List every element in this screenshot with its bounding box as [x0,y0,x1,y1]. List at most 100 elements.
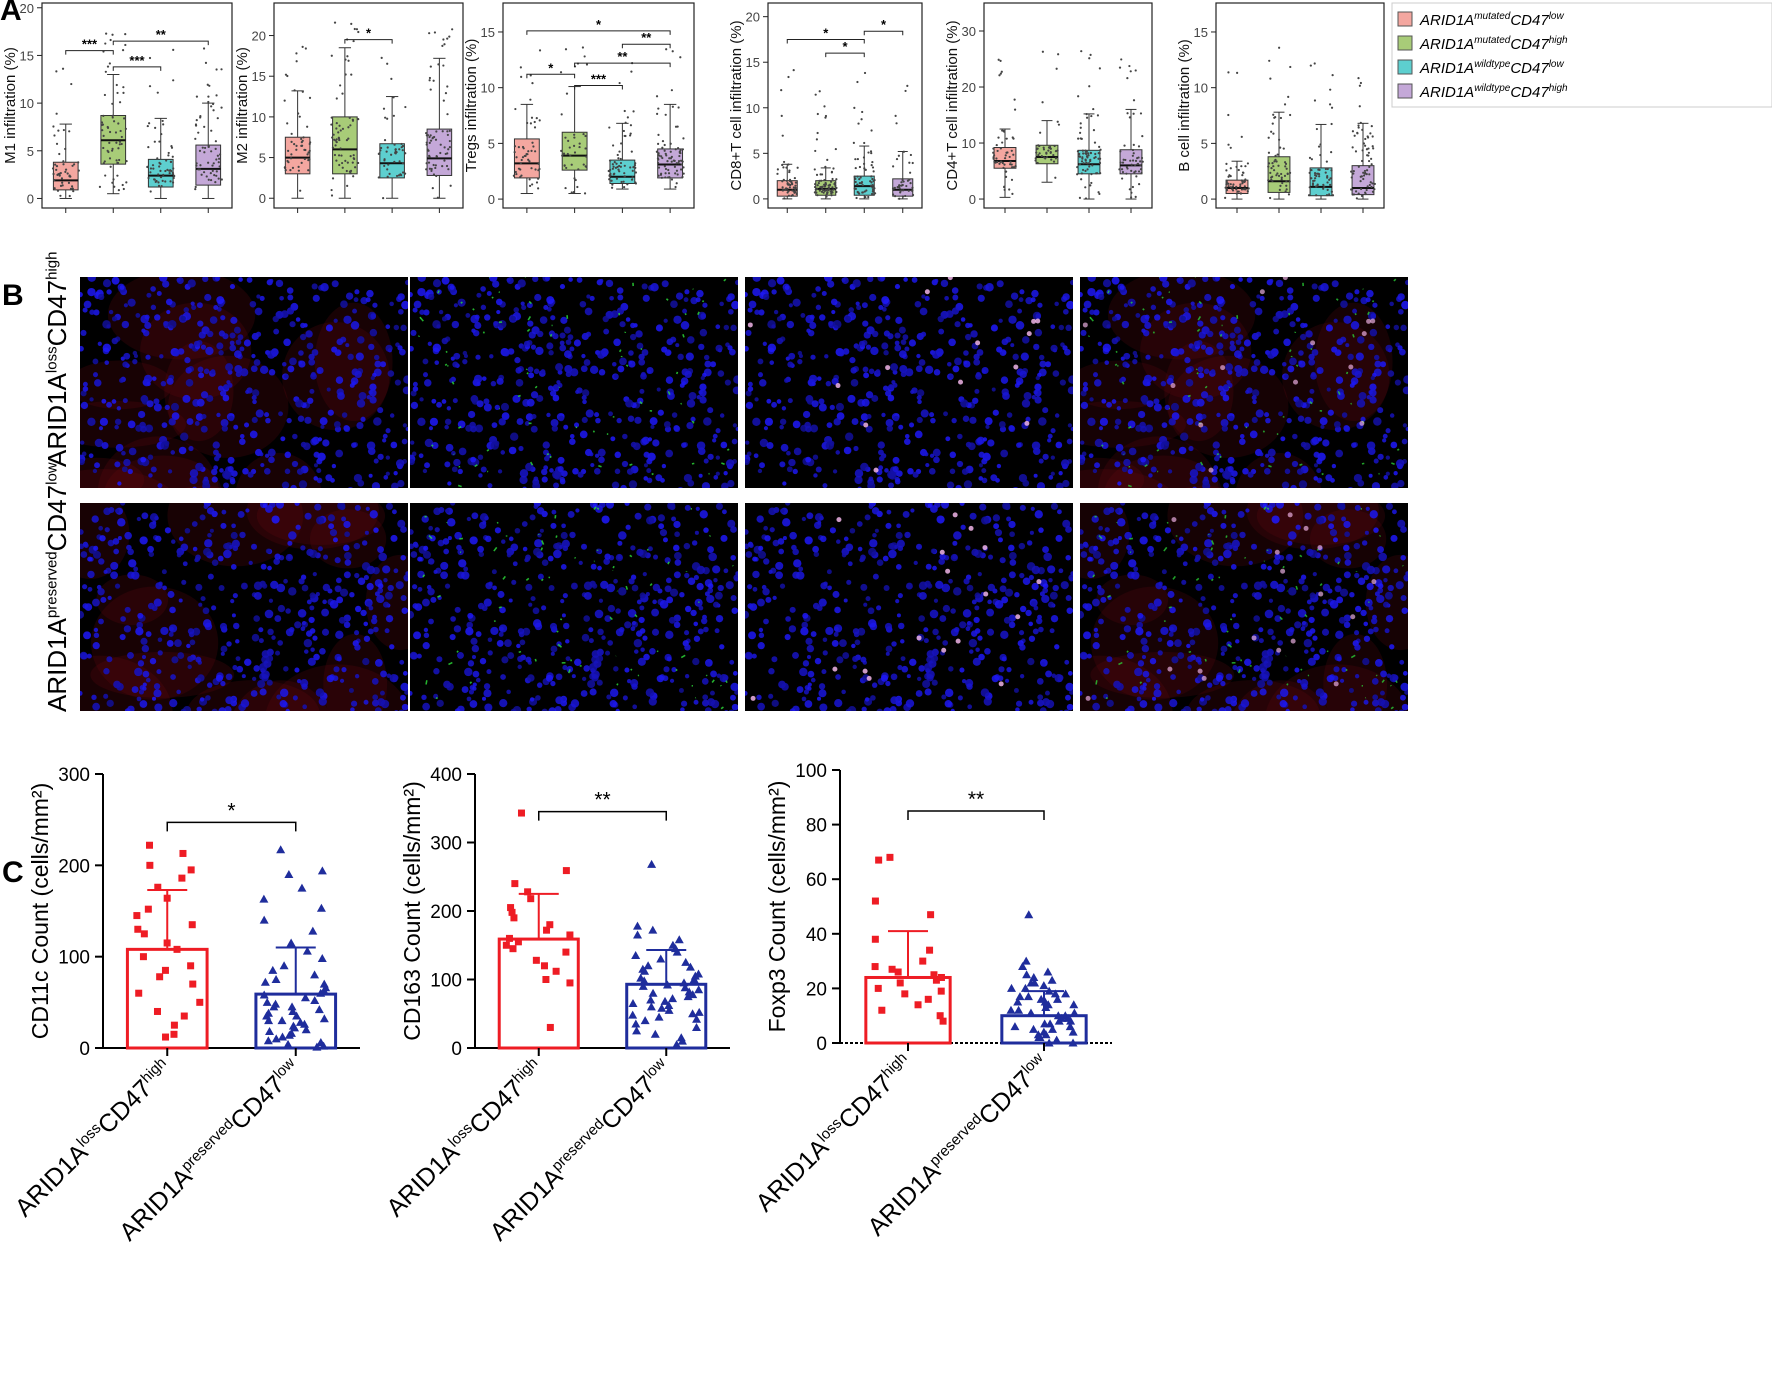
data-point [205,175,208,178]
data-point [862,156,866,159]
data-point [1240,135,1243,138]
data-point [111,33,114,36]
data-point [611,144,615,147]
data-point [1358,105,1361,108]
data-point-square [562,867,570,875]
data-point [676,147,680,150]
data-point [568,146,571,149]
data-point [560,113,563,116]
data-point [567,139,570,143]
data-point [1011,166,1014,169]
data-point [909,181,912,185]
data-point [1280,176,1283,179]
data-point [831,186,834,189]
data-point [1267,151,1271,154]
data-point [290,132,293,135]
data-point [816,184,819,187]
data-point-square [936,1012,944,1020]
data-point [872,192,876,196]
data-point [1311,183,1315,186]
data-point [871,186,874,189]
data-point [656,112,659,115]
significance-label: *** [82,37,98,52]
data-point [820,179,823,182]
data-point [349,171,352,175]
data-point [403,172,407,175]
data-point-triangle [1048,1024,1058,1033]
data-point-triangle [299,1019,309,1028]
data-point-square [163,894,171,902]
data-point [1331,73,1334,77]
data-point [1140,171,1143,175]
data-point-square [178,874,186,882]
data-point [1049,151,1052,155]
data-point [71,164,74,167]
data-point [681,148,685,151]
data-point [891,187,895,190]
data-point [1278,188,1281,191]
data-point-square [542,976,550,983]
data-point-triangle [1006,1005,1016,1014]
data-point [158,165,161,168]
data-point [682,172,685,175]
data-point [830,170,834,173]
data-point [673,165,677,168]
data-point-square [189,980,197,988]
data-point [538,167,541,171]
fluorescence-row-label: ARID1AlossCD47high [42,251,72,467]
data-point [1089,158,1092,161]
data-point-triangle [1029,972,1039,981]
data-point [856,183,859,186]
data-point [308,96,312,99]
data-point [520,75,523,78]
data-point-triangle [632,1026,642,1035]
data-point [1239,185,1242,188]
data-point-triangle [297,883,307,892]
data-point [330,116,333,119]
data-point [1120,168,1124,171]
plot-frame [1215,2,1385,209]
data-point [297,169,300,172]
data-point [157,184,161,187]
data-point [1331,194,1335,197]
data-point [1371,190,1375,193]
data-point [1279,116,1283,120]
data-point-square [540,962,548,970]
data-point [1012,166,1015,169]
data-point [1040,155,1043,158]
data-point [212,162,215,165]
data-point-triangle [694,985,704,994]
data-point [1313,172,1317,175]
data-point-triangle [1022,970,1032,979]
data-point [657,142,660,145]
data-point [1078,155,1082,158]
data-point [999,72,1002,75]
data-point [901,195,905,198]
data-point [1350,170,1353,173]
data-point-triangle [691,1022,701,1031]
data-point [428,79,431,82]
data-point [788,186,792,189]
data-point [159,169,162,173]
data-point [442,64,445,67]
data-point [340,154,343,157]
data-point [1081,157,1084,160]
data-point [1243,180,1246,184]
data-point [1317,168,1320,171]
data-point [573,177,576,180]
significance-bracket [344,39,393,44]
data-point [1227,71,1230,74]
data-point [1313,179,1316,182]
y-tick-label: 0 [816,1034,827,1055]
significance-bracket [574,84,623,90]
data-point [1095,172,1099,175]
data-point [898,197,901,200]
data-point [444,152,447,156]
data-point-triangle [683,992,693,1001]
data-point [392,114,395,117]
data-point-triangle [688,1009,698,1018]
data-point [117,147,120,150]
data-point [303,157,306,161]
data-point [1014,165,1017,168]
